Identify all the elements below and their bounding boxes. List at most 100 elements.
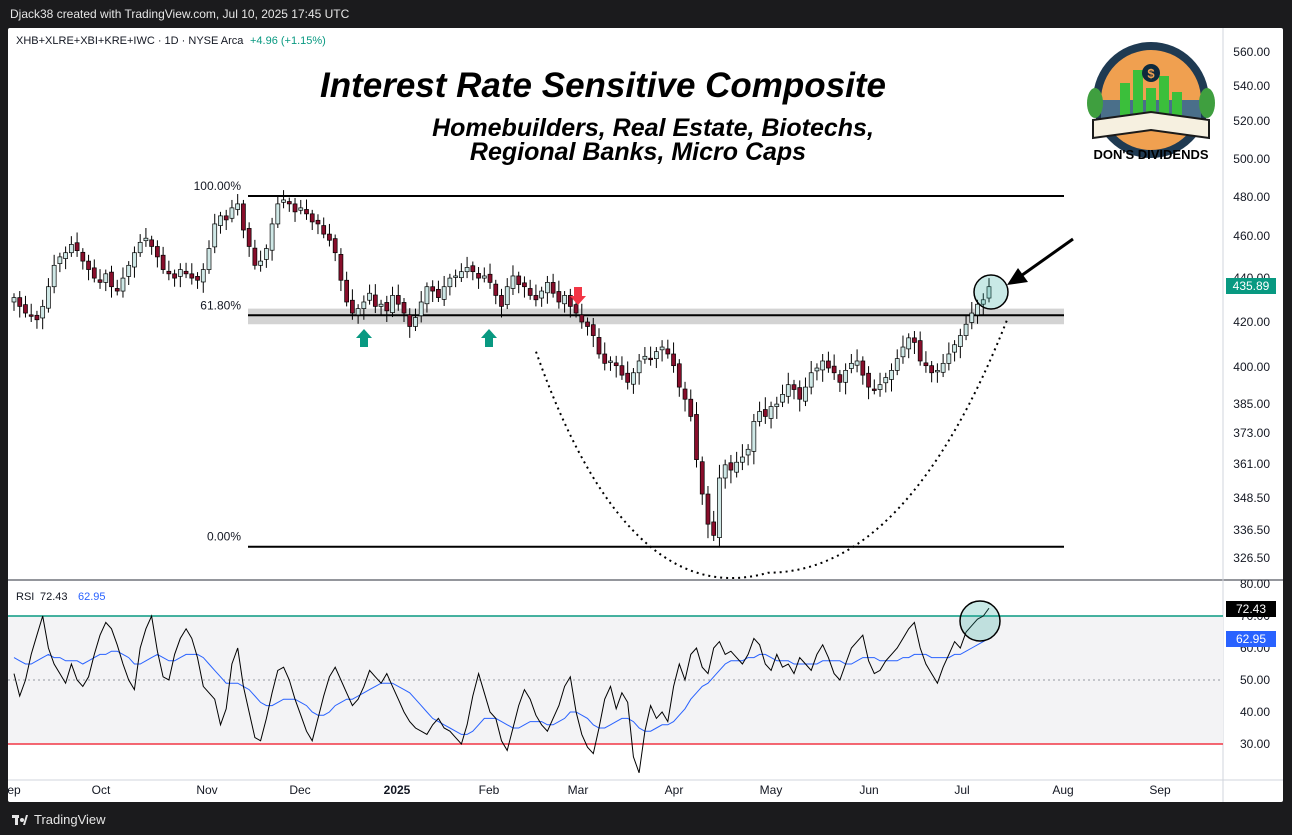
candle-body — [676, 363, 682, 388]
candle-body — [424, 286, 430, 305]
candle-body — [321, 225, 327, 235]
candle-body — [814, 367, 820, 372]
candle-body — [975, 303, 980, 316]
footer: TradingView — [0, 806, 300, 832]
candle-body — [906, 337, 912, 350]
candle-body — [401, 302, 407, 314]
candle-body — [866, 372, 871, 388]
rsi-tick-label: 30.00 — [1240, 737, 1270, 751]
price-tick-label: 460.00 — [1233, 229, 1270, 243]
candle-body — [395, 295, 401, 305]
chart-title: Interest Rate Sensitive Composite — [320, 66, 886, 105]
candle-body — [596, 337, 602, 355]
candle-body — [567, 295, 573, 307]
chart-svg[interactable]: 100.00% 61.80% 0.00% 560.00 540.00 520.00 500… — [8, 28, 1283, 802]
candle-body — [57, 256, 63, 264]
breakout-arrow-head — [1007, 268, 1028, 285]
candle-body — [705, 493, 711, 525]
candle-body — [826, 360, 831, 369]
candle-body — [183, 270, 189, 275]
candle-body — [160, 254, 166, 270]
symbol-text: XHB+XLRE+XBI+KRE+IWC · 1D · NYSE Arca — [16, 35, 244, 47]
candle-body — [929, 365, 934, 374]
candle-body — [384, 302, 390, 312]
time-tick-label: Dec — [289, 783, 310, 797]
candle-body — [682, 388, 688, 400]
candle-body — [619, 365, 625, 376]
time-tick-label: Sep — [8, 783, 21, 797]
candle-body — [390, 295, 395, 313]
candle-body — [923, 362, 929, 367]
last-price-text: 435.89 — [1233, 279, 1270, 293]
candle-body — [791, 384, 797, 390]
candle-body — [510, 275, 516, 289]
candle-body — [917, 340, 923, 362]
candle-body — [252, 247, 258, 266]
fib-label: 0.00% — [207, 530, 241, 544]
price-tick-label: 560.00 — [1233, 45, 1270, 59]
candle-body — [476, 273, 481, 279]
candle-body — [556, 291, 562, 303]
candle-body — [854, 360, 860, 366]
dons-dividends-logo: $ DON'S DIVIDENDS — [1087, 42, 1215, 162]
rsi-legend-value: 72.43 — [40, 591, 68, 603]
candle-body — [223, 215, 229, 221]
candle-body — [883, 377, 889, 384]
candle-body — [304, 209, 309, 215]
price-tick-label: 326.50 — [1233, 551, 1270, 565]
candle-body — [281, 199, 286, 203]
candle-body — [579, 314, 585, 323]
rsi-ma-tag — [1226, 631, 1276, 647]
last-price-tag — [1226, 278, 1276, 294]
candle-body — [493, 283, 499, 296]
candle-body — [522, 282, 527, 288]
rsi-value-tag — [1226, 601, 1276, 617]
candle-body — [97, 279, 103, 283]
candle-body — [808, 372, 814, 388]
candle-body — [740, 456, 745, 463]
buy-arrow — [481, 329, 497, 347]
candle-body — [722, 464, 728, 479]
candle-body — [889, 370, 894, 380]
price-tick-label: 540.00 — [1233, 79, 1270, 93]
candle-body — [499, 295, 504, 307]
breakout-arrow-shaft — [1017, 237, 1074, 280]
candle-body — [837, 374, 843, 383]
candle-body — [952, 344, 957, 353]
sell-arrow — [570, 287, 586, 305]
time-tick-label: Feb — [479, 783, 500, 797]
candle-body — [80, 251, 86, 262]
candle-body — [143, 237, 149, 242]
time-tick-label: Oct — [92, 783, 111, 797]
candle-body — [573, 304, 579, 314]
candle-body — [659, 346, 665, 351]
signal-arrows — [356, 287, 586, 347]
change-text: +4.96 (+1.15%) — [250, 35, 326, 47]
rsi-value-text: 72.43 — [1236, 602, 1266, 616]
candle-body — [820, 360, 826, 371]
candle-body — [533, 295, 539, 301]
time-tick-label: May — [760, 783, 783, 797]
time-tick-label: Nov — [196, 783, 217, 797]
candle-body — [74, 242, 80, 251]
candle-body — [264, 248, 269, 260]
candle-body — [654, 351, 659, 359]
candle-body — [481, 275, 487, 279]
candle-body — [34, 314, 40, 321]
candle-body — [504, 286, 510, 305]
chart-subtitle-line1: Homebuilders, Real Estate, Biotechs, — [432, 114, 874, 142]
price-tick-label: 400.00 — [1233, 360, 1270, 374]
price-tick-label: 385.00 — [1233, 397, 1270, 411]
candle-body — [843, 370, 848, 383]
candle-body — [246, 228, 252, 247]
candle-body — [86, 260, 91, 270]
candle-body — [608, 360, 613, 363]
price-tick-label: 336.50 — [1233, 523, 1270, 537]
created-by-text: Djack38 created with TradingView.com, Ju… — [10, 7, 350, 21]
candle-body — [212, 223, 218, 248]
candle-body — [407, 314, 413, 327]
candle-body — [103, 273, 109, 283]
candle-body — [338, 254, 344, 281]
candle-body — [745, 448, 751, 456]
price-tick-label: 373.00 — [1233, 426, 1270, 440]
